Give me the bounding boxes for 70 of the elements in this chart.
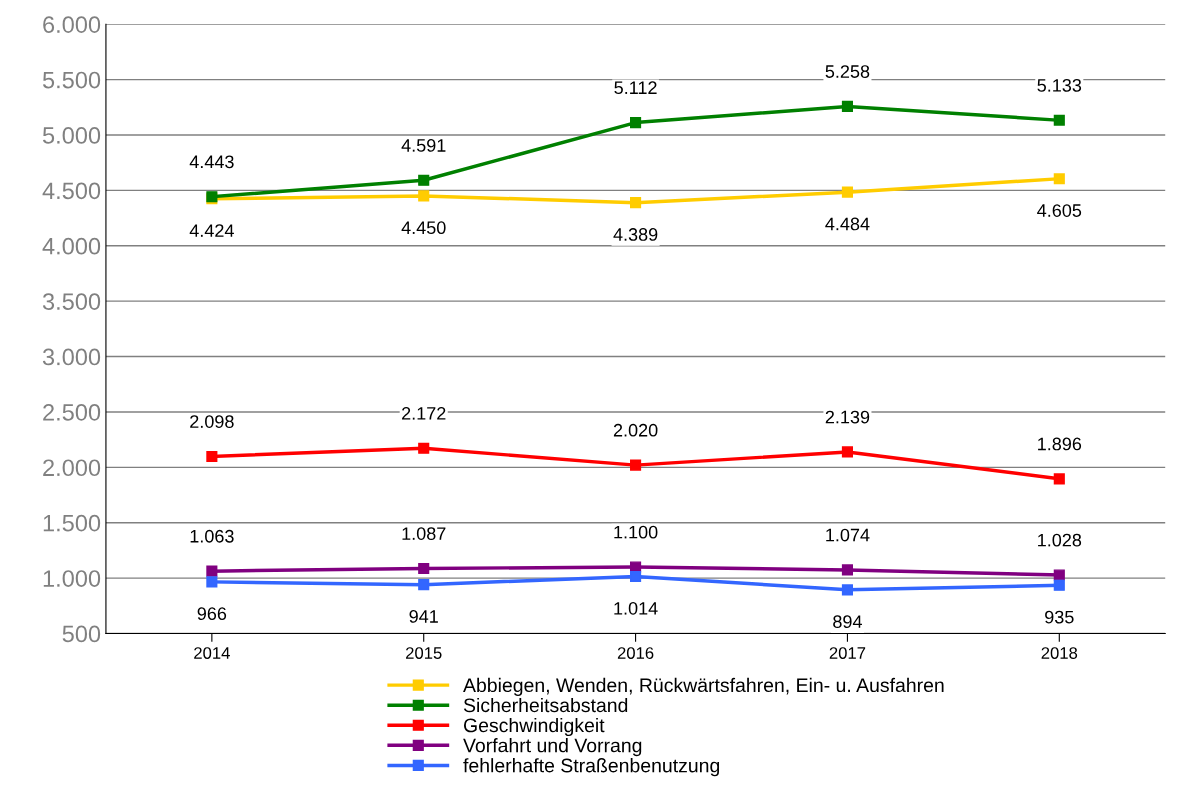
legend-label: Abbiegen, Wenden, Rückwärtsfahren, Ein- u. Ausfahren [463,677,944,696]
x-tick-label: 2016 [617,647,654,659]
point [206,450,218,463]
point [841,186,853,198]
data-label: 5.112 [614,81,657,95]
legend-label: fehlerhafte Straßenbenutzung [463,758,720,777]
data-label: 4.424 [189,224,234,237]
data-label: 1.063 [190,529,234,543]
y-tick-label: 4.000 [42,237,101,255]
data-label: 4.443 [189,155,234,169]
data-label: 1.074 [826,528,870,542]
point [1053,579,1065,591]
y-tick-label: 6.000 [43,16,101,33]
point [418,190,430,202]
point [1053,569,1065,581]
x-tick-label: 2015 [406,647,442,659]
point [418,562,430,575]
x-tick-label: 2017 [829,647,866,659]
y-tick-label: 5.500 [42,71,101,89]
y-tick-label: 1.500 [43,514,101,532]
data-label: 1.100 [614,525,658,539]
point [418,442,430,454]
y-tick-label: 2.500 [43,404,101,421]
data-label: 4.450 [401,221,446,235]
data-label: 5.258 [825,65,870,78]
y-tick-label: 3.000 [42,348,101,366]
data-label: 966 [197,607,227,621]
legend-label: Geschwindigkeit [463,717,605,737]
point [418,174,430,186]
data-label: 4.605 [1037,204,1082,217]
data-label: 2.139 [825,410,870,424]
legend-label: Vorfahrt und Vorrang [463,738,642,757]
y-tick-label: 1.000 [43,570,101,587]
data-label: 4.389 [613,228,658,241]
point [206,565,218,577]
point [630,197,642,209]
point [630,570,642,583]
point [630,561,642,573]
point [1053,473,1065,485]
point [841,584,853,596]
x-tick-label: 2018 [1041,647,1078,659]
data-label: 1.014 [614,601,658,615]
data-label: 2.172 [402,407,446,420]
y-tick-label: 500 [62,625,101,643]
point [206,576,218,588]
point [630,459,642,471]
y-tick-label: 3.500 [42,293,101,310]
point [841,446,853,458]
point [418,579,430,591]
data-label: 2.020 [613,423,658,437]
data-label: 4.591 [401,139,446,152]
point [1053,173,1065,185]
data-label: 2.098 [190,415,234,428]
data-label: 935 [1045,610,1074,624]
data-label: 1.028 [1038,533,1082,547]
point [630,117,642,129]
data-label: 894 [833,615,862,629]
data-label: 5.133 [1037,78,1082,92]
data-label: 4.484 [825,217,870,231]
point [1053,114,1065,126]
point [841,100,853,112]
y-tick-label: 4.500 [42,182,101,200]
data-label: 1.896 [1038,437,1082,451]
data-label: 941 [409,610,438,623]
y-tick-label: 2.000 [43,459,101,477]
y-tick-label: 5.000 [42,127,101,144]
legend-label: Sicherheitsabstand [463,697,628,713]
x-tick-label: 2014 [194,647,230,659]
point [841,564,853,576]
data-label: 1.087 [402,527,446,540]
